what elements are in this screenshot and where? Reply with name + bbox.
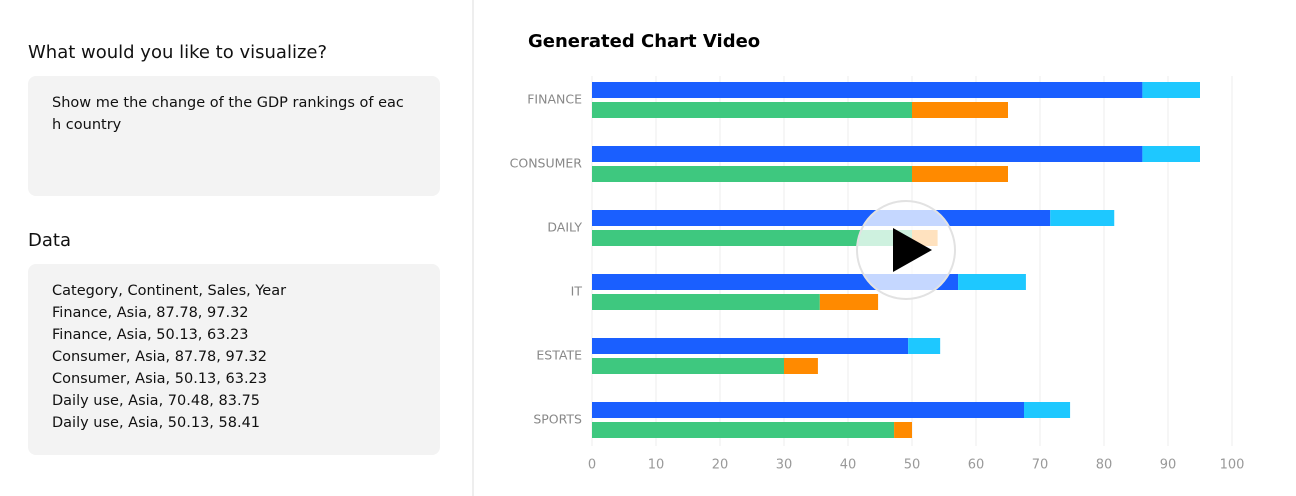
x-tick-label: 60 (968, 458, 985, 473)
y-tick-label: CONSUMER (510, 156, 583, 171)
bar-segment (592, 338, 909, 354)
prompt-input[interactable]: Show me the change of the GDP rankings o… (28, 76, 440, 196)
x-tick-label: 10 (648, 458, 665, 473)
x-tick-label: 20 (712, 458, 729, 473)
x-tick-label: 0 (588, 458, 596, 473)
bar-segment (1024, 402, 1071, 418)
chart-title: Generated Chart Video (528, 31, 760, 52)
data-line: Category, Continent, Sales, Year (52, 283, 287, 299)
x-tick-label: 100 (1220, 458, 1245, 473)
bar-segment (894, 422, 912, 438)
input-panel: What would you like to visualize? Show m… (0, 0, 474, 496)
y-tick-label: IT (571, 284, 583, 299)
y-tick-label: FINANCE (527, 92, 582, 107)
data-line: Finance, Asia, 50.13, 63.23 (52, 327, 249, 343)
bar-segment (592, 82, 1143, 98)
bar-segment (592, 358, 784, 374)
data-line: Consumer, Asia, 50.13, 63.23 (52, 371, 268, 387)
x-tick-label: 80 (1096, 458, 1113, 473)
y-tick-label: DAILY (547, 220, 582, 235)
x-tick-label: 70 (1032, 458, 1049, 473)
bar-segment (1142, 146, 1200, 162)
bar-segment (592, 402, 1024, 418)
bar-segment (592, 102, 912, 118)
x-tick-label: 50 (904, 458, 921, 473)
data-line: Consumer, Asia, 87.78, 97.32 (52, 349, 268, 365)
bar-segment (592, 294, 820, 310)
bar-segment (592, 166, 912, 182)
bar-segment (592, 146, 1143, 162)
x-tick-label: 90 (1160, 458, 1177, 473)
bar-segment (1142, 82, 1200, 98)
bar-segment (784, 358, 818, 374)
x-tick-label: 40 (840, 458, 857, 473)
data-heading: Data (28, 230, 71, 251)
data-line: Daily use, Asia, 50.13, 58.41 (52, 415, 261, 431)
bar-segment (592, 230, 912, 246)
bar-segment (592, 422, 895, 438)
data-line: Finance, Asia, 87.78, 97.32 (52, 305, 249, 321)
bar-segment (908, 338, 941, 354)
bar-segment (958, 274, 1026, 290)
y-tick-label: SPORTS (533, 412, 582, 427)
bar-segment (1050, 210, 1115, 226)
y-tick-label: ESTATE (536, 348, 582, 363)
data-line: Daily use, Asia, 70.48, 83.75 (52, 393, 261, 409)
play-button[interactable] (856, 200, 956, 300)
data-input[interactable]: Category, Continent, Sales, Year Finance,… (28, 264, 440, 455)
prompt-heading: What would you like to visualize? (28, 42, 328, 63)
bar-segment (912, 102, 1008, 118)
bar-segment (592, 210, 1051, 226)
play-icon (893, 228, 932, 272)
bar-segment (912, 166, 1008, 182)
x-tick-label: 30 (776, 458, 793, 473)
bar-segment (819, 294, 879, 310)
